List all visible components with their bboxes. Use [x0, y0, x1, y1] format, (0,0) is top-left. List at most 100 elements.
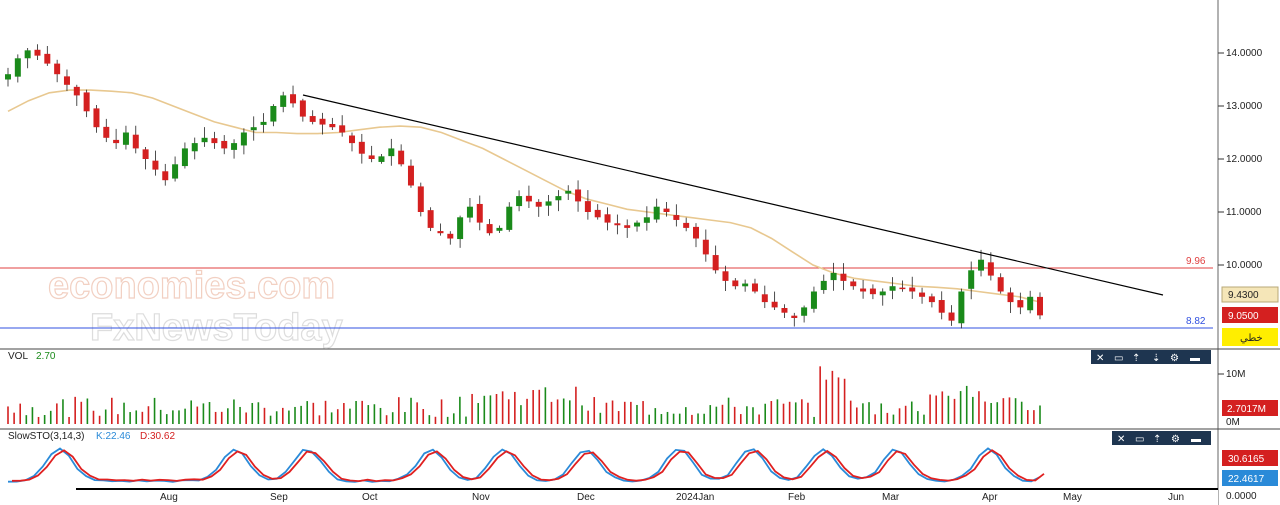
candle-bullish[interactable]: [742, 283, 749, 287]
candle-bearish[interactable]: [486, 224, 493, 234]
candle-bearish[interactable]: [948, 312, 955, 321]
candle-bullish[interactable]: [201, 137, 208, 143]
candle-bearish[interactable]: [93, 108, 100, 128]
candle-bearish[interactable]: [535, 201, 542, 207]
candle-bearish[interactable]: [594, 209, 601, 218]
candle-bearish[interactable]: [624, 225, 631, 228]
candle-bullish[interactable]: [231, 143, 238, 150]
candle-bearish[interactable]: [349, 135, 355, 144]
candle-bullish[interactable]: [172, 164, 179, 179]
move-up-icon[interactable]: ⇡: [1132, 353, 1140, 364]
move-down-icon[interactable]: ⇣: [1152, 353, 1160, 364]
candle-bearish[interactable]: [447, 233, 454, 239]
candle-bearish[interactable]: [1037, 296, 1043, 316]
candle-bullish[interactable]: [250, 127, 257, 131]
candle-bullish[interactable]: [830, 272, 837, 281]
candle-bullish[interactable]: [270, 106, 277, 122]
hide-icon[interactable]: ▬: [1190, 353, 1200, 364]
candle-bullish[interactable]: [516, 196, 523, 207]
candle-bullish[interactable]: [24, 50, 31, 59]
candle-bearish[interactable]: [476, 203, 483, 223]
candle-bullish[interactable]: [879, 291, 886, 296]
hide-icon[interactable]: ▬: [1191, 434, 1201, 445]
candle-bearish[interactable]: [73, 86, 80, 96]
candle-bearish[interactable]: [919, 292, 926, 297]
candle-bullish[interactable]: [496, 227, 503, 231]
candle-bearish[interactable]: [309, 116, 316, 122]
candle-bearish[interactable]: [722, 271, 729, 281]
candle-bullish[interactable]: [466, 206, 473, 218]
candle-bearish[interactable]: [840, 273, 847, 281]
candle-bullish[interactable]: [653, 206, 660, 220]
candle-bearish[interactable]: [860, 288, 867, 292]
candle-bearish[interactable]: [290, 94, 297, 104]
drawing-tool-tag[interactable]: [1222, 328, 1278, 346]
candle-bearish[interactable]: [329, 123, 336, 128]
candle-bearish[interactable]: [103, 126, 110, 138]
candle-bearish[interactable]: [44, 53, 51, 64]
candle-bullish[interactable]: [122, 132, 129, 145]
candle-bearish[interactable]: [142, 149, 149, 159]
candle-bearish[interactable]: [663, 208, 670, 212]
candle-bearish[interactable]: [997, 277, 1004, 292]
candle-bullish[interactable]: [181, 148, 188, 167]
candle-bullish[interactable]: [820, 280, 827, 291]
candle-bearish[interactable]: [132, 134, 139, 149]
candle-bearish[interactable]: [899, 287, 906, 290]
candle-bearish[interactable]: [869, 288, 876, 295]
candle-bearish[interactable]: [732, 280, 739, 287]
candle-bearish[interactable]: [34, 49, 41, 56]
close-icon[interactable]: ✕: [1117, 434, 1125, 445]
candle-bearish[interactable]: [987, 262, 994, 276]
candle-bullish[interactable]: [801, 307, 808, 316]
candle-bearish[interactable]: [584, 201, 591, 212]
candle-bearish[interactable]: [693, 226, 699, 239]
candle-bullish[interactable]: [643, 217, 650, 223]
candle-bearish[interactable]: [712, 255, 719, 271]
candle-bearish[interactable]: [1007, 292, 1014, 303]
candle-bullish[interactable]: [388, 148, 395, 157]
candle-bearish[interactable]: [63, 76, 70, 85]
candle-bearish[interactable]: [850, 281, 857, 287]
candle-bearish[interactable]: [339, 125, 346, 133]
candle-bearish[interactable]: [614, 223, 621, 226]
candle-bullish[interactable]: [260, 121, 267, 125]
candle-bullish[interactable]: [1027, 296, 1034, 311]
candle-bullish[interactable]: [810, 291, 817, 309]
candle-bullish[interactable]: [14, 58, 21, 77]
candle-bearish[interactable]: [319, 118, 326, 125]
candle-bearish[interactable]: [938, 300, 945, 313]
candle-bearish[interactable]: [299, 100, 306, 117]
candle-bullish[interactable]: [545, 201, 552, 206]
candle-bearish[interactable]: [358, 141, 365, 154]
candle-bearish[interactable]: [113, 139, 120, 144]
stochastic-d-line[interactable]: [11, 449, 1045, 483]
candle-bearish[interactable]: [152, 160, 159, 170]
candle-bearish[interactable]: [221, 140, 228, 149]
maximize-icon[interactable]: ▭: [1135, 434, 1144, 445]
candle-bullish[interactable]: [889, 286, 896, 291]
candle-bearish[interactable]: [791, 315, 798, 318]
candle-bullish[interactable]: [378, 156, 385, 162]
candle-bearish[interactable]: [54, 63, 61, 75]
candle-bearish[interactable]: [427, 210, 434, 228]
trendline[interactable]: [302, 94, 1164, 296]
candle-bearish[interactable]: [761, 294, 768, 303]
candle-bearish[interactable]: [417, 186, 424, 212]
candle-bearish[interactable]: [525, 195, 532, 202]
candle-bullish[interactable]: [555, 196, 562, 201]
candle-bearish[interactable]: [575, 189, 582, 202]
candle-bullish[interactable]: [191, 143, 198, 152]
moving-average-line[interactable]: [7, 89, 1041, 303]
candle-bearish[interactable]: [211, 138, 218, 144]
candle-bullish[interactable]: [240, 132, 247, 146]
candle-bearish[interactable]: [702, 239, 709, 255]
candle-bullish[interactable]: [506, 206, 513, 230]
maximize-icon[interactable]: ▭: [1114, 353, 1123, 364]
settings-icon[interactable]: ⚙: [1170, 353, 1179, 364]
candle-bearish[interactable]: [83, 92, 90, 112]
candle-bearish[interactable]: [751, 283, 758, 292]
candle-bearish[interactable]: [673, 215, 680, 220]
candle-bearish[interactable]: [604, 214, 611, 223]
